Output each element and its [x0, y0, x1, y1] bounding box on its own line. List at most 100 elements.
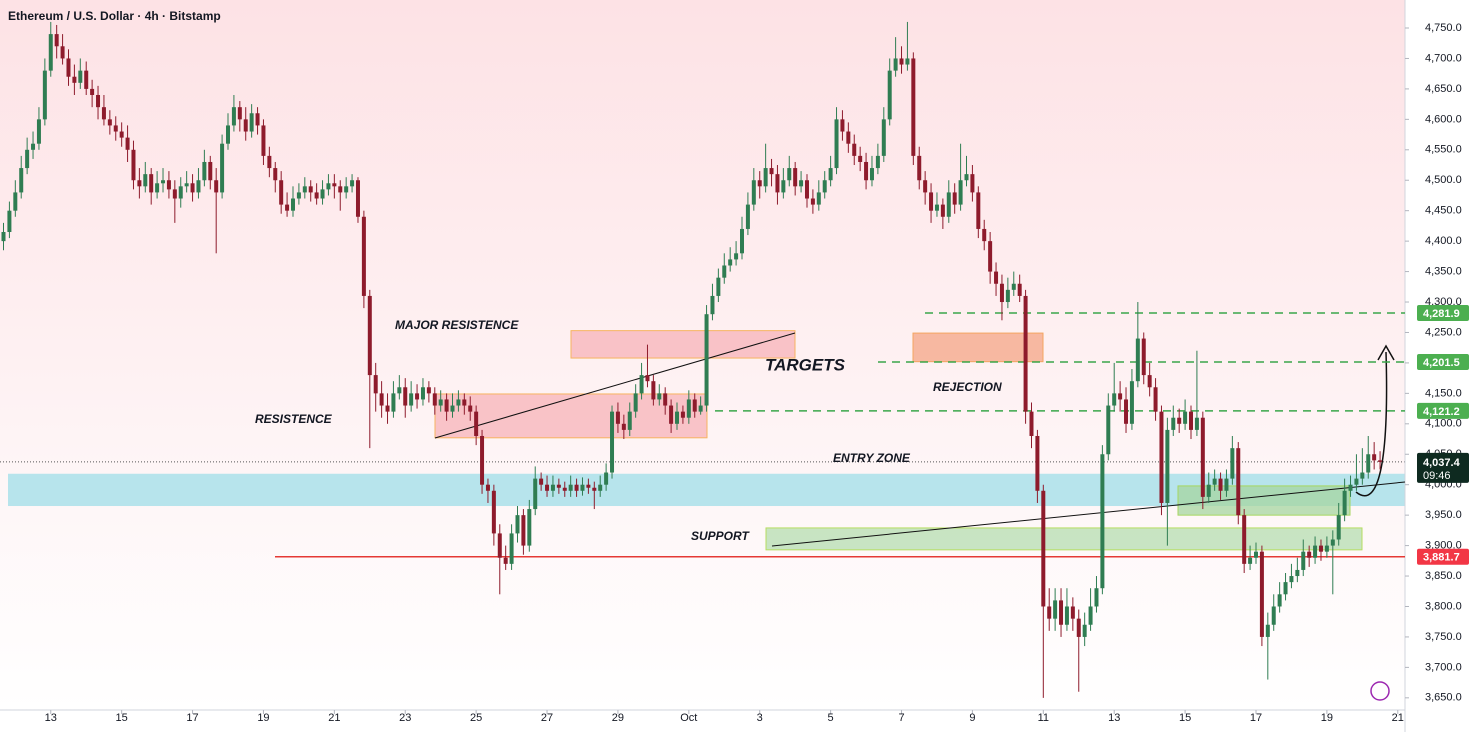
zone	[765, 527, 1363, 551]
zone	[912, 332, 1044, 363]
candle-body	[1082, 624, 1087, 637]
candle-body	[1289, 576, 1294, 583]
candle-body	[1011, 283, 1016, 290]
candle-body	[899, 58, 904, 65]
candle-body	[610, 411, 615, 473]
candle-body	[887, 70, 892, 120]
candle-body	[1094, 588, 1099, 607]
candle-body	[237, 107, 242, 120]
candle-body	[875, 155, 880, 169]
x-tick-label: 13	[1108, 712, 1120, 724]
candle-body	[202, 161, 207, 181]
candle-body	[178, 186, 183, 199]
candle-body	[562, 487, 567, 491]
candle-body	[208, 161, 213, 181]
candle-body	[568, 484, 573, 491]
candle-body	[1360, 472, 1365, 479]
candle-body	[734, 253, 739, 260]
candle-body	[680, 411, 685, 418]
candle-body	[1023, 295, 1028, 412]
candle-body	[1194, 417, 1199, 430]
candle-body	[184, 183, 189, 187]
candle-body	[1165, 429, 1170, 503]
x-tick-label: 13	[45, 712, 57, 724]
price-label: 4,281.9	[1423, 308, 1460, 320]
candle-body	[1118, 393, 1123, 400]
y-tick-label: 4,700.0	[1425, 52, 1462, 64]
candle-body	[403, 387, 408, 406]
candle-body	[54, 34, 59, 47]
last-price-box	[1417, 452, 1469, 483]
candle-body	[84, 70, 89, 89]
x-tick-label: 17	[1250, 712, 1262, 724]
candle-body	[314, 192, 319, 199]
candle-body	[1330, 539, 1335, 546]
candle-body	[929, 192, 934, 211]
candle-body	[326, 183, 331, 190]
y-tick-label: 4,600.0	[1425, 113, 1462, 125]
candle-body	[13, 192, 18, 211]
candle-body	[1064, 606, 1069, 625]
x-tick-label: 21	[1392, 712, 1404, 724]
price-label: 3,881.7	[1423, 552, 1460, 564]
candle-body	[1218, 478, 1223, 491]
x-tick-label: 15	[116, 712, 128, 724]
candle-body	[1177, 417, 1182, 424]
candle-body	[592, 487, 597, 491]
candle-body	[1135, 338, 1140, 382]
candle-body	[468, 405, 473, 412]
candle-body	[840, 119, 845, 132]
candle-body	[858, 155, 863, 162]
candle-body	[799, 180, 804, 187]
candle-body	[1354, 478, 1359, 485]
candle-body	[952, 192, 957, 205]
candle-body	[285, 204, 290, 211]
y-tick-label: 3,850.0	[1425, 570, 1462, 582]
candle-body	[161, 180, 166, 184]
candle-body	[716, 277, 721, 296]
candle-body	[450, 405, 455, 412]
candle-body	[220, 143, 225, 193]
candle-body	[964, 174, 969, 181]
candle-body	[36, 119, 41, 144]
candle-body	[923, 180, 928, 193]
candle-body	[485, 484, 490, 491]
candle-body	[934, 204, 939, 211]
candle-body	[675, 411, 680, 424]
zone	[434, 393, 708, 439]
candle-body	[686, 399, 691, 418]
candle-body	[1265, 624, 1270, 637]
candle-body	[155, 183, 160, 193]
candle-body	[444, 399, 449, 412]
candle-body	[905, 58, 910, 65]
candle-body	[1348, 484, 1353, 491]
candle-body	[1, 231, 6, 242]
candle-body	[1324, 545, 1329, 552]
y-tick-label: 4,100.0	[1425, 418, 1462, 430]
candle-body	[243, 119, 248, 132]
candle-body	[940, 204, 945, 217]
candle-body	[338, 186, 343, 193]
candle-body	[1313, 545, 1318, 558]
candle-body	[1124, 399, 1129, 424]
candle-body	[462, 399, 467, 406]
candle-body	[722, 265, 727, 278]
candle-body	[273, 168, 278, 181]
candle-body	[367, 295, 372, 376]
annotation: RESISTENCE	[255, 412, 333, 426]
candle-body	[1271, 606, 1276, 625]
x-tick-label: 9	[969, 712, 975, 724]
price-label: 4,201.5	[1423, 357, 1460, 369]
candle-body	[60, 46, 65, 59]
candle-body	[917, 155, 922, 181]
candle-body	[438, 399, 443, 406]
x-tick-label: 27	[541, 712, 553, 724]
candle-body	[627, 411, 632, 430]
candle-body	[397, 387, 402, 394]
assistant-icon[interactable]	[1370, 681, 1390, 701]
candle-body	[958, 180, 963, 205]
candle-body	[48, 34, 53, 71]
candle-body	[456, 399, 461, 406]
candle-body	[864, 161, 869, 181]
candle-body	[663, 393, 668, 406]
